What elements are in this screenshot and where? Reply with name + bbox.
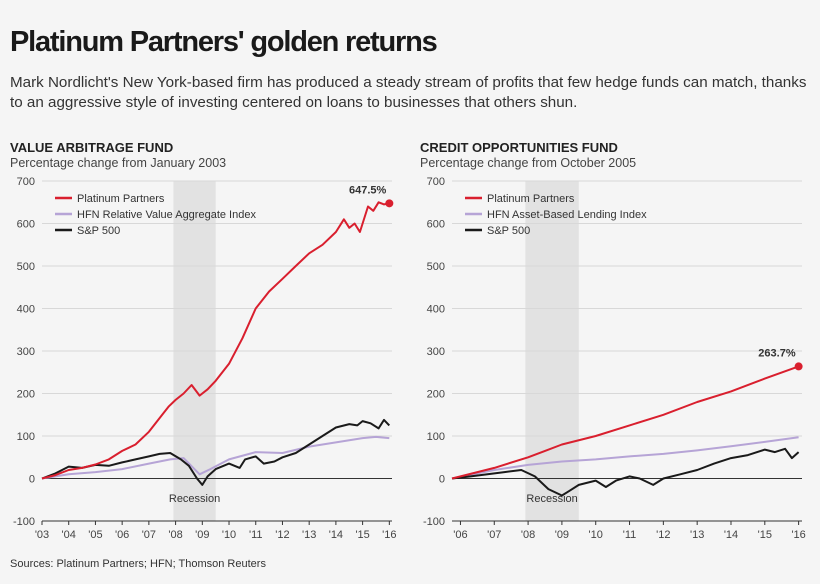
end-value-label: 647.5% xyxy=(349,184,387,196)
y-tick-label: 700 xyxy=(427,176,445,188)
y-tick-label: 0 xyxy=(29,474,35,486)
x-tick-label: '12 xyxy=(275,529,289,541)
y-tick-label: 500 xyxy=(427,261,445,273)
x-tick-label: '10 xyxy=(589,529,603,541)
recession-label: Recession xyxy=(526,493,577,505)
series-line-platinum-partners xyxy=(41,201,390,480)
x-tick-label: '13 xyxy=(690,529,704,541)
y-tick-label: 200 xyxy=(17,389,35,401)
x-tick-label: '06 xyxy=(453,529,467,541)
y-tick-label: 0 xyxy=(439,474,445,486)
x-tick-label: '11 xyxy=(623,529,637,541)
end-point-marker xyxy=(385,199,394,208)
series-line-s-p-500 xyxy=(451,447,800,497)
series-line-hfn-asset-based-lending-index xyxy=(451,436,799,480)
recession-label: Recession xyxy=(169,493,220,505)
y-tick-label: 200 xyxy=(427,389,445,401)
legend-label: S&P 500 xyxy=(77,225,120,237)
series-line-hfn-relative-value-aggregate-index xyxy=(41,435,390,480)
page-title: Platinum Partners' golden returns xyxy=(10,26,438,58)
panel-title: CREDIT OPPORTUNITIES FUND xyxy=(420,140,618,155)
legend-label: Platinum Partners xyxy=(487,193,575,205)
panel-title: VALUE ARBITRAGE FUND xyxy=(10,140,173,155)
legend-label: HFN Asset-Based Lending Index xyxy=(487,209,647,221)
x-tick-label: '08 xyxy=(521,529,535,541)
x-tick-label: '13 xyxy=(302,529,316,541)
y-tick-label: 500 xyxy=(17,261,35,273)
end-value-label: 263.7% xyxy=(758,347,796,359)
x-tick-label: '08 xyxy=(168,529,182,541)
series-line-platinum-partners xyxy=(451,365,799,480)
y-tick-label: -100 xyxy=(13,516,35,528)
legend-label: Platinum Partners xyxy=(77,193,165,205)
x-tick-label: '04 xyxy=(62,529,76,541)
y-tick-label: 100 xyxy=(17,431,35,443)
y-tick-label: 600 xyxy=(17,219,35,231)
x-tick-label: '15 xyxy=(355,529,369,541)
x-tick-label: '10 xyxy=(222,529,236,541)
x-tick-label: '14 xyxy=(724,529,738,541)
panel-subtitle: Percentage change from October 2005 xyxy=(420,156,636,170)
x-tick-label: '07 xyxy=(487,529,501,541)
x-tick-label: '09 xyxy=(195,529,209,541)
legend-label: HFN Relative Value Aggregate Index xyxy=(77,209,256,221)
x-tick-label: '15 xyxy=(758,529,772,541)
y-tick-label: 100 xyxy=(427,431,445,443)
series-line-s-p-500 xyxy=(41,418,391,486)
y-tick-label: 400 xyxy=(427,304,445,316)
panel-subtitle: Percentage change from January 2003 xyxy=(10,156,226,170)
y-tick-label: 600 xyxy=(427,219,445,231)
x-tick-label: '06 xyxy=(115,529,129,541)
x-tick-label: '12 xyxy=(656,529,670,541)
x-tick-label: '03 xyxy=(35,529,49,541)
y-tick-label: 400 xyxy=(17,304,35,316)
x-tick-label: '11 xyxy=(249,529,263,541)
y-tick-label: 300 xyxy=(17,346,35,358)
x-tick-label: '16 xyxy=(382,529,396,541)
x-tick-label: '09 xyxy=(555,529,569,541)
page-subtitle: Mark Nordlicht's New York-based firm has… xyxy=(10,74,807,111)
source-note: Sources: Platinum Partners; HFN; Thomson… xyxy=(10,558,266,570)
x-tick-label: '14 xyxy=(329,529,343,541)
y-tick-label: -100 xyxy=(423,516,445,528)
end-point-marker xyxy=(794,362,803,371)
x-tick-label: '16 xyxy=(791,529,805,541)
x-tick-label: '05 xyxy=(88,529,102,541)
x-tick-label: '07 xyxy=(142,529,156,541)
y-tick-label: 700 xyxy=(17,176,35,188)
legend-label: S&P 500 xyxy=(487,225,530,237)
y-tick-label: 300 xyxy=(427,346,445,358)
